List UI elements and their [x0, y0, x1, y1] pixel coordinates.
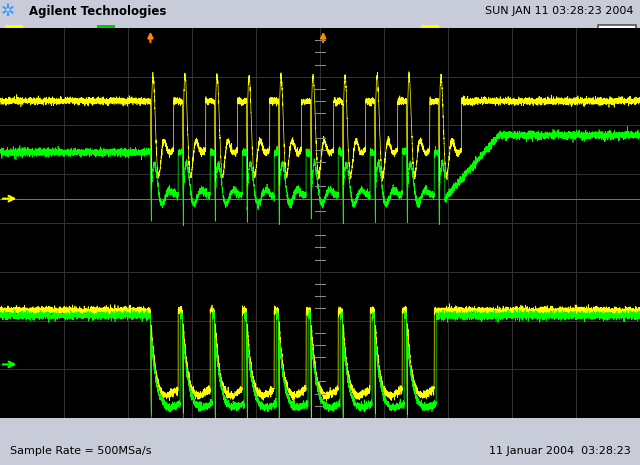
Text: ⬆: ⬆: [403, 29, 410, 40]
Text: 500mV/: 500mV/: [26, 29, 63, 40]
FancyBboxPatch shape: [421, 26, 439, 44]
FancyBboxPatch shape: [97, 26, 115, 44]
Text: ⚡: ⚡: [613, 29, 621, 40]
FancyBboxPatch shape: [5, 26, 23, 44]
Text: 1.50 V: 1.50 V: [442, 29, 473, 40]
Text: SUN JAN 11 03:28:23 2004: SUN JAN 11 03:28:23 2004: [485, 6, 634, 16]
Text: Agilent Technologies: Agilent Technologies: [29, 5, 166, 18]
Text: ✲: ✲: [257, 28, 268, 41]
Text: 1: 1: [10, 29, 18, 40]
Text: 1.79 us: 1.79 us: [291, 29, 327, 40]
Text: ✲: ✲: [1, 2, 15, 20]
Text: DC: DC: [151, 35, 162, 44]
FancyBboxPatch shape: [598, 25, 636, 44]
Text: 2: 2: [102, 29, 109, 40]
Text: DC: DC: [60, 35, 70, 44]
Text: 1: 1: [426, 29, 434, 40]
Text: 500mV/: 500mV/: [117, 29, 155, 40]
Text: Trig'd: Trig'd: [355, 29, 381, 40]
Text: 11 Januar 2004  03:28:23: 11 Januar 2004 03:28:23: [489, 446, 630, 456]
Text: 500 ns/: 500 ns/: [198, 29, 235, 40]
Text: Sample Rate = 500MSa/s: Sample Rate = 500MSa/s: [10, 446, 151, 456]
